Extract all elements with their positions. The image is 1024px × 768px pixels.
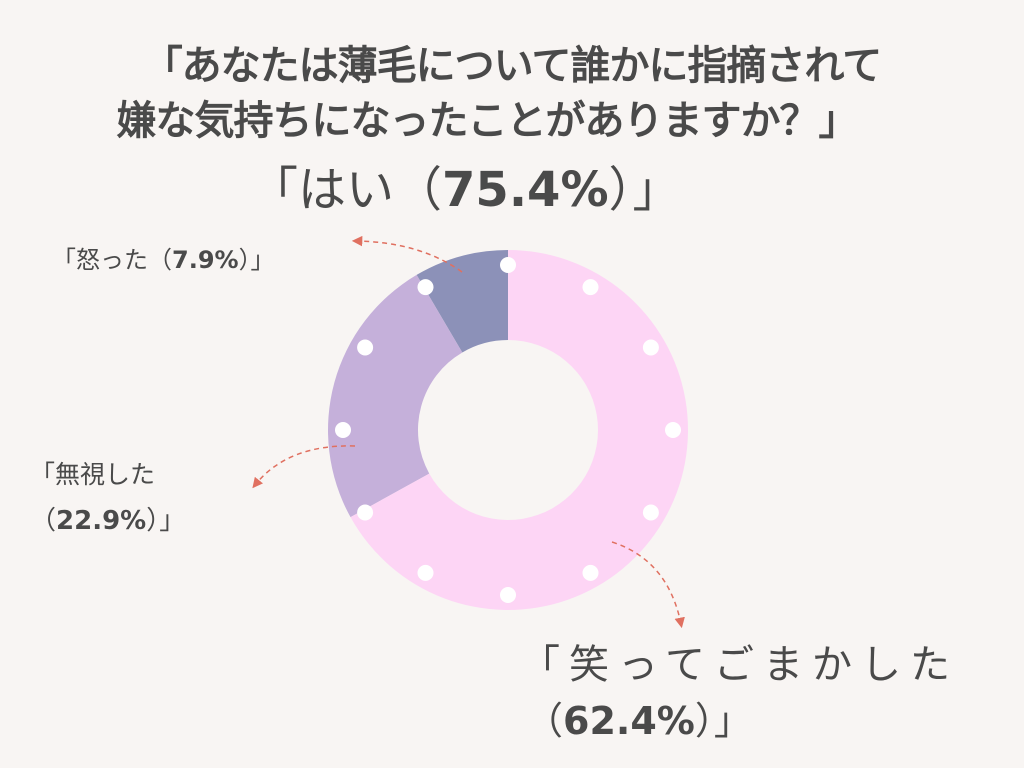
ring-dot: [642, 504, 659, 521]
slice-angry: [416, 250, 508, 353]
donut-dots: [335, 257, 681, 603]
arrow-angry: [351, 235, 463, 273]
arrow-ignore: [252, 445, 356, 489]
donut-slices: [328, 250, 688, 611]
label-angry: 「怒った（7.9%）」: [52, 240, 275, 275]
label-laugh-prefix: （: [525, 699, 564, 743]
label-arrows: [252, 235, 685, 629]
headline-open: 「はい（: [250, 162, 443, 218]
ring-dot: [665, 422, 681, 438]
ring-dot: [357, 504, 374, 521]
arrow-laugh: [611, 541, 685, 629]
label-ignore-value: 22.9%: [56, 506, 147, 536]
chart-title-line-2: 嫌な気持ちになったことがありますか？」: [116, 98, 859, 144]
headline-answer: 「はい（75.4%）」: [250, 150, 681, 220]
ring-dot: [500, 257, 516, 273]
ring-dot: [500, 587, 516, 603]
label-laugh-suffix: ）」: [694, 699, 752, 743]
ring-dot: [642, 339, 659, 356]
ring-dot: [417, 279, 434, 296]
label-ignore-prefix: （: [30, 506, 57, 536]
chart-title-line-1: 「あなたは薄毛について誰かに指摘されて: [142, 43, 883, 89]
ring-dot: [582, 279, 599, 296]
label-angry-value: 7.9%: [172, 246, 239, 274]
label-angry-suffix: ）」: [238, 246, 275, 274]
ring-dot: [582, 564, 599, 581]
ring-dot: [417, 564, 434, 581]
ring-dot: [335, 422, 351, 438]
label-laugh-name: 「笑ってごまかした: [520, 642, 959, 688]
ring-dot: [357, 339, 374, 356]
label-laugh-value: 62.4%: [563, 699, 695, 743]
slice-laugh: [350, 250, 688, 611]
label-laugh: （62.4%）」: [525, 690, 752, 745]
label-ignore: （22.9%）」: [30, 500, 185, 537]
slice-ignore: [328, 274, 463, 518]
headline-value: 75.4%: [442, 162, 609, 218]
label-ignore-suffix: ）」: [146, 506, 186, 536]
headline-close: ）」: [608, 162, 681, 218]
label-angry-prefix: 「怒った（: [52, 246, 172, 274]
label-ignore-name: 「無視した: [30, 460, 156, 489]
